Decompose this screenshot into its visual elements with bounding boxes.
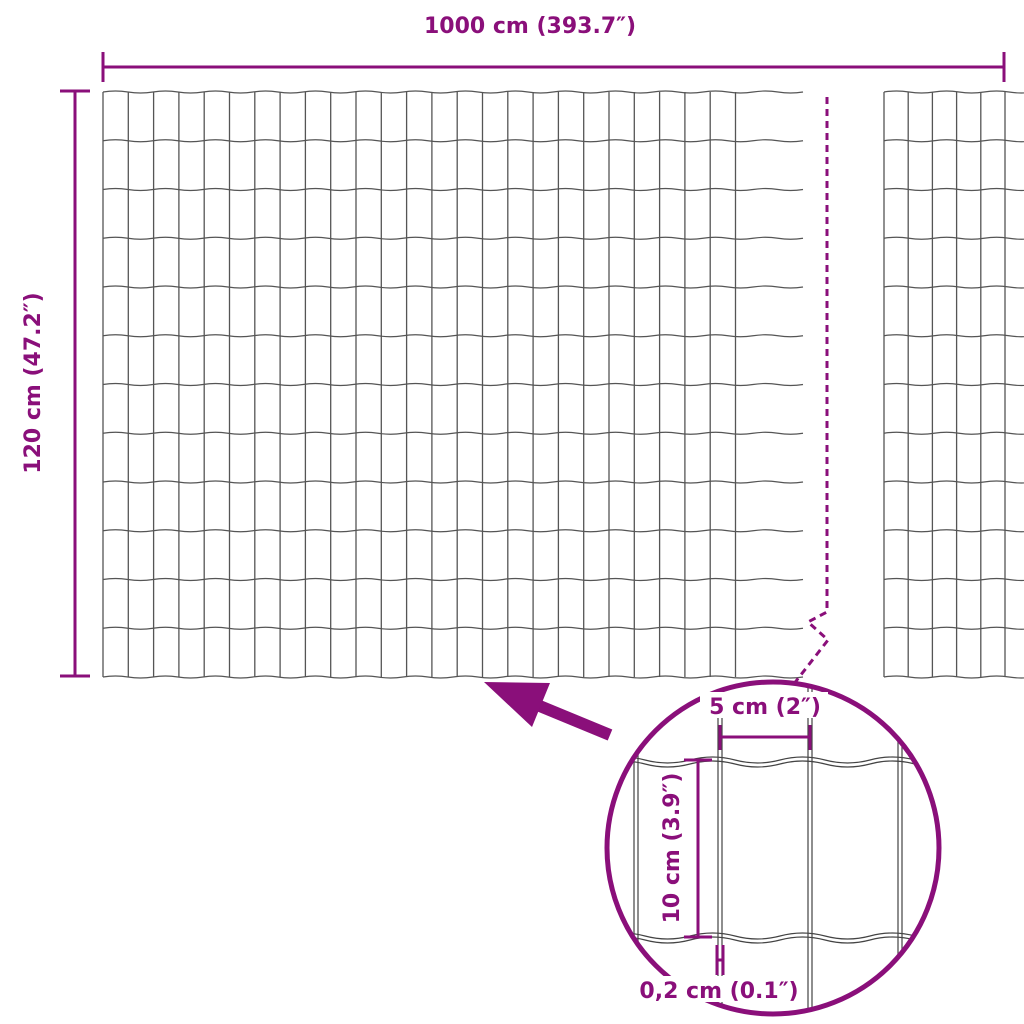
width-dimension — [101, 52, 1006, 82]
detail-wire-horizontal — [607, 756, 939, 764]
mesh-wire-horizontal — [102, 529, 804, 533]
mesh-wire-horizontal — [102, 187, 804, 192]
mesh-wire-horizontal — [883, 577, 1024, 582]
mesh-width-dimension — [718, 725, 812, 750]
mesh-wire-horizontal — [883, 139, 1024, 143]
detail-wire-horizontal — [607, 932, 939, 940]
height-dimension — [60, 89, 90, 678]
mesh-wire-horizontal — [102, 236, 804, 240]
wire-thickness-dimension — [715, 945, 725, 975]
break-line — [791, 97, 831, 686]
mesh-height-dimension — [684, 758, 712, 939]
mesh-wire-horizontal — [883, 187, 1024, 192]
detail-wire-horizontal — [607, 760, 939, 768]
mesh-wire-horizontal — [102, 577, 804, 582]
detail-zoom: 5 cm (2″) 10 cm (3.9″) 0,2 cm (0.1″) — [604, 679, 942, 1017]
mesh-wire-horizontal — [102, 90, 804, 94]
mesh-panel-main — [102, 90, 804, 679]
arrow-icon — [484, 682, 613, 741]
mesh-wire-horizontal — [102, 431, 804, 435]
mesh-wire-horizontal — [883, 626, 1024, 630]
width-label: 1000 cm (393.7″) — [424, 14, 636, 39]
mesh-wire-horizontal — [102, 480, 804, 484]
mesh-width-label: 5 cm (2″) — [709, 695, 821, 720]
mesh-wire-horizontal — [883, 431, 1024, 435]
mesh-wire-horizontal — [883, 236, 1024, 240]
mesh-panel-end — [883, 90, 1024, 679]
mesh-wire-horizontal — [883, 285, 1024, 289]
mesh-height-label: 10 cm (3.9″) — [660, 773, 685, 924]
mesh-wire-horizontal — [102, 285, 804, 289]
mesh-wire-horizontal — [102, 626, 804, 630]
mesh-wire-horizontal — [102, 139, 804, 143]
wire-thickness-label: 0,2 cm (0.1″) — [639, 979, 798, 1004]
mesh-wire-horizontal — [102, 675, 804, 679]
mesh-wire-horizontal — [883, 334, 1024, 338]
height-label: 120 cm (47.2″) — [21, 292, 46, 473]
mesh-wire-horizontal — [883, 675, 1024, 679]
mesh-wire-horizontal — [883, 382, 1024, 387]
mesh-wire-horizontal — [883, 90, 1024, 94]
detail-wire-horizontal — [607, 936, 939, 944]
mesh-wire-horizontal — [883, 529, 1024, 533]
mesh-wire-horizontal — [102, 334, 804, 338]
mesh-wire-horizontal — [883, 480, 1024, 484]
mesh-wire-horizontal — [102, 382, 804, 387]
